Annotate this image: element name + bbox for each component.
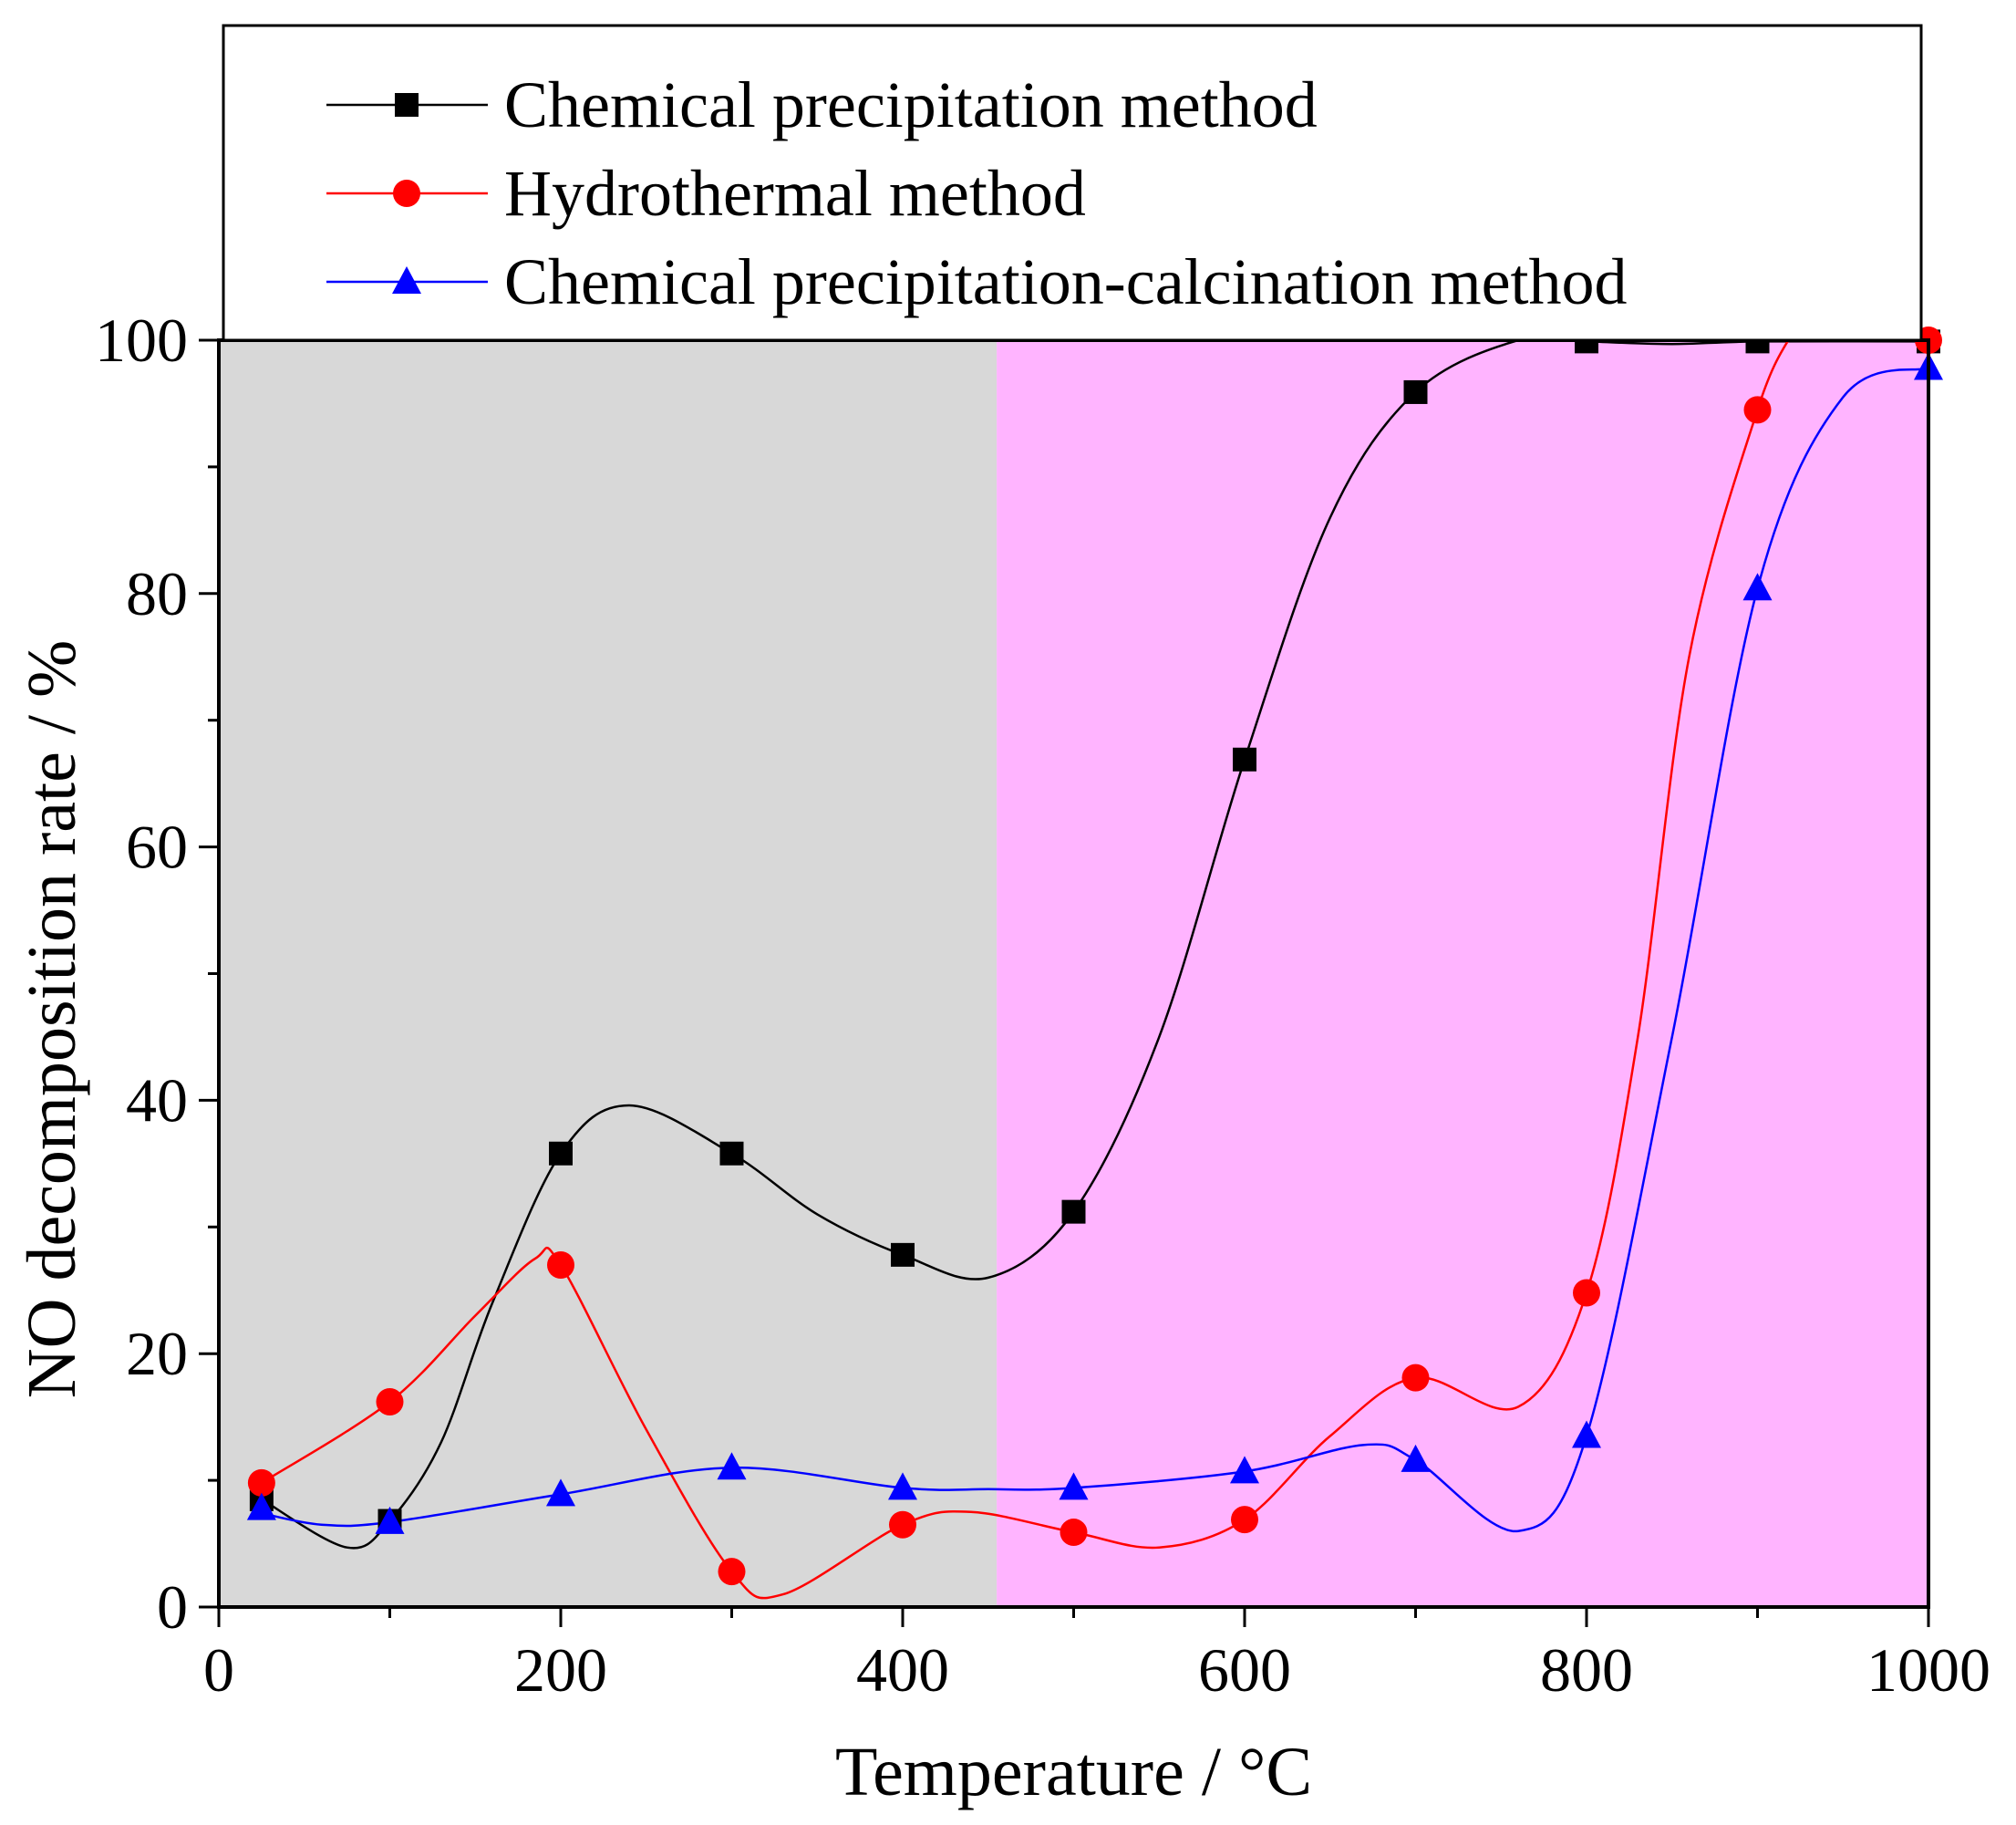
y-tick-label-80: 80 (126, 559, 188, 628)
x-tick-label-0: 0 (203, 1635, 234, 1705)
series-1-point-200 (549, 1141, 573, 1166)
legend-item-2: Hydrothermal method (326, 157, 1086, 230)
legend-item-3: Chemical precipitation-calcination metho… (326, 245, 1628, 318)
series-2-point-100 (376, 1387, 404, 1415)
background-regions (219, 340, 1928, 1607)
y-tick-label-40: 40 (126, 1065, 188, 1135)
series-1-point-400 (891, 1242, 915, 1267)
series-1-point-700 (1403, 379, 1428, 404)
series-3-point-25 (246, 1492, 276, 1520)
series-markers (246, 327, 1943, 1586)
series-3-point-800 (1572, 1420, 1601, 1448)
series-2-point-200 (547, 1250, 574, 1279)
series-3-line (261, 367, 1929, 1532)
legend-label-3: Chemical precipitation-calcination metho… (504, 245, 1628, 318)
y-tick-label-20: 20 (126, 1319, 188, 1388)
series-2-point-800 (1573, 1279, 1600, 1307)
legend-marker-3 (392, 266, 421, 294)
legend-item-1: Chemical precipitation method (326, 68, 1318, 141)
series-3-point-900 (1742, 573, 1773, 601)
legend: Chemical precipitation method Hydrotherma… (222, 24, 1923, 342)
tick-labels: 0 200 400 600 800 1000 0 20 40 60 80 100 (95, 306, 1990, 1705)
series-2-line (261, 333, 1794, 1600)
background-region-1 (219, 340, 998, 1607)
legend-label-1: Chemical precipitation method (504, 68, 1318, 141)
series-2-point-600 (1231, 1506, 1258, 1534)
y-tick-label-60: 60 (126, 813, 188, 882)
y-axis-title: NO decomposition rate / % (14, 640, 90, 1399)
series-3-point-300 (717, 1452, 747, 1480)
series-2-point-400 (889, 1510, 916, 1539)
x-tick-label-400: 400 (856, 1635, 949, 1705)
series-2-point-500 (1060, 1519, 1088, 1547)
series-1-point-500 (1061, 1199, 1086, 1224)
series-3-point-400 (888, 1472, 917, 1500)
series-3-point-500 (1059, 1472, 1089, 1500)
legend-box (222, 24, 1923, 342)
series-2-point-25 (247, 1468, 275, 1497)
y-tick-label-0: 0 (157, 1572, 188, 1642)
x-tick-label-600: 600 (1198, 1635, 1291, 1705)
x-tick-label-200: 200 (514, 1635, 607, 1705)
series-3-point-200 (546, 1478, 575, 1507)
x-tick-label-1000: 1000 (1866, 1635, 1990, 1705)
series-1-point-600 (1233, 747, 1256, 772)
background-region-2 (997, 340, 1928, 1607)
x-axis-title: Temperature / °C (835, 1734, 1312, 1810)
legend-marker-1 (395, 93, 419, 117)
series-2-point-300 (718, 1558, 746, 1586)
legend-marker-2 (393, 180, 420, 207)
series-1-point-300 (719, 1141, 744, 1166)
series-2-point-700 (1401, 1364, 1430, 1392)
series-3-point-700 (1401, 1444, 1431, 1472)
x-tick-label-800: 800 (1540, 1635, 1633, 1705)
y-tick-label-100: 100 (95, 306, 188, 375)
series-2-point-900 (1743, 396, 1772, 424)
legend-label-2: Hydrothermal method (504, 157, 1086, 230)
series-3-point-600 (1230, 1456, 1259, 1484)
series-3-point-100 (375, 1506, 405, 1534)
